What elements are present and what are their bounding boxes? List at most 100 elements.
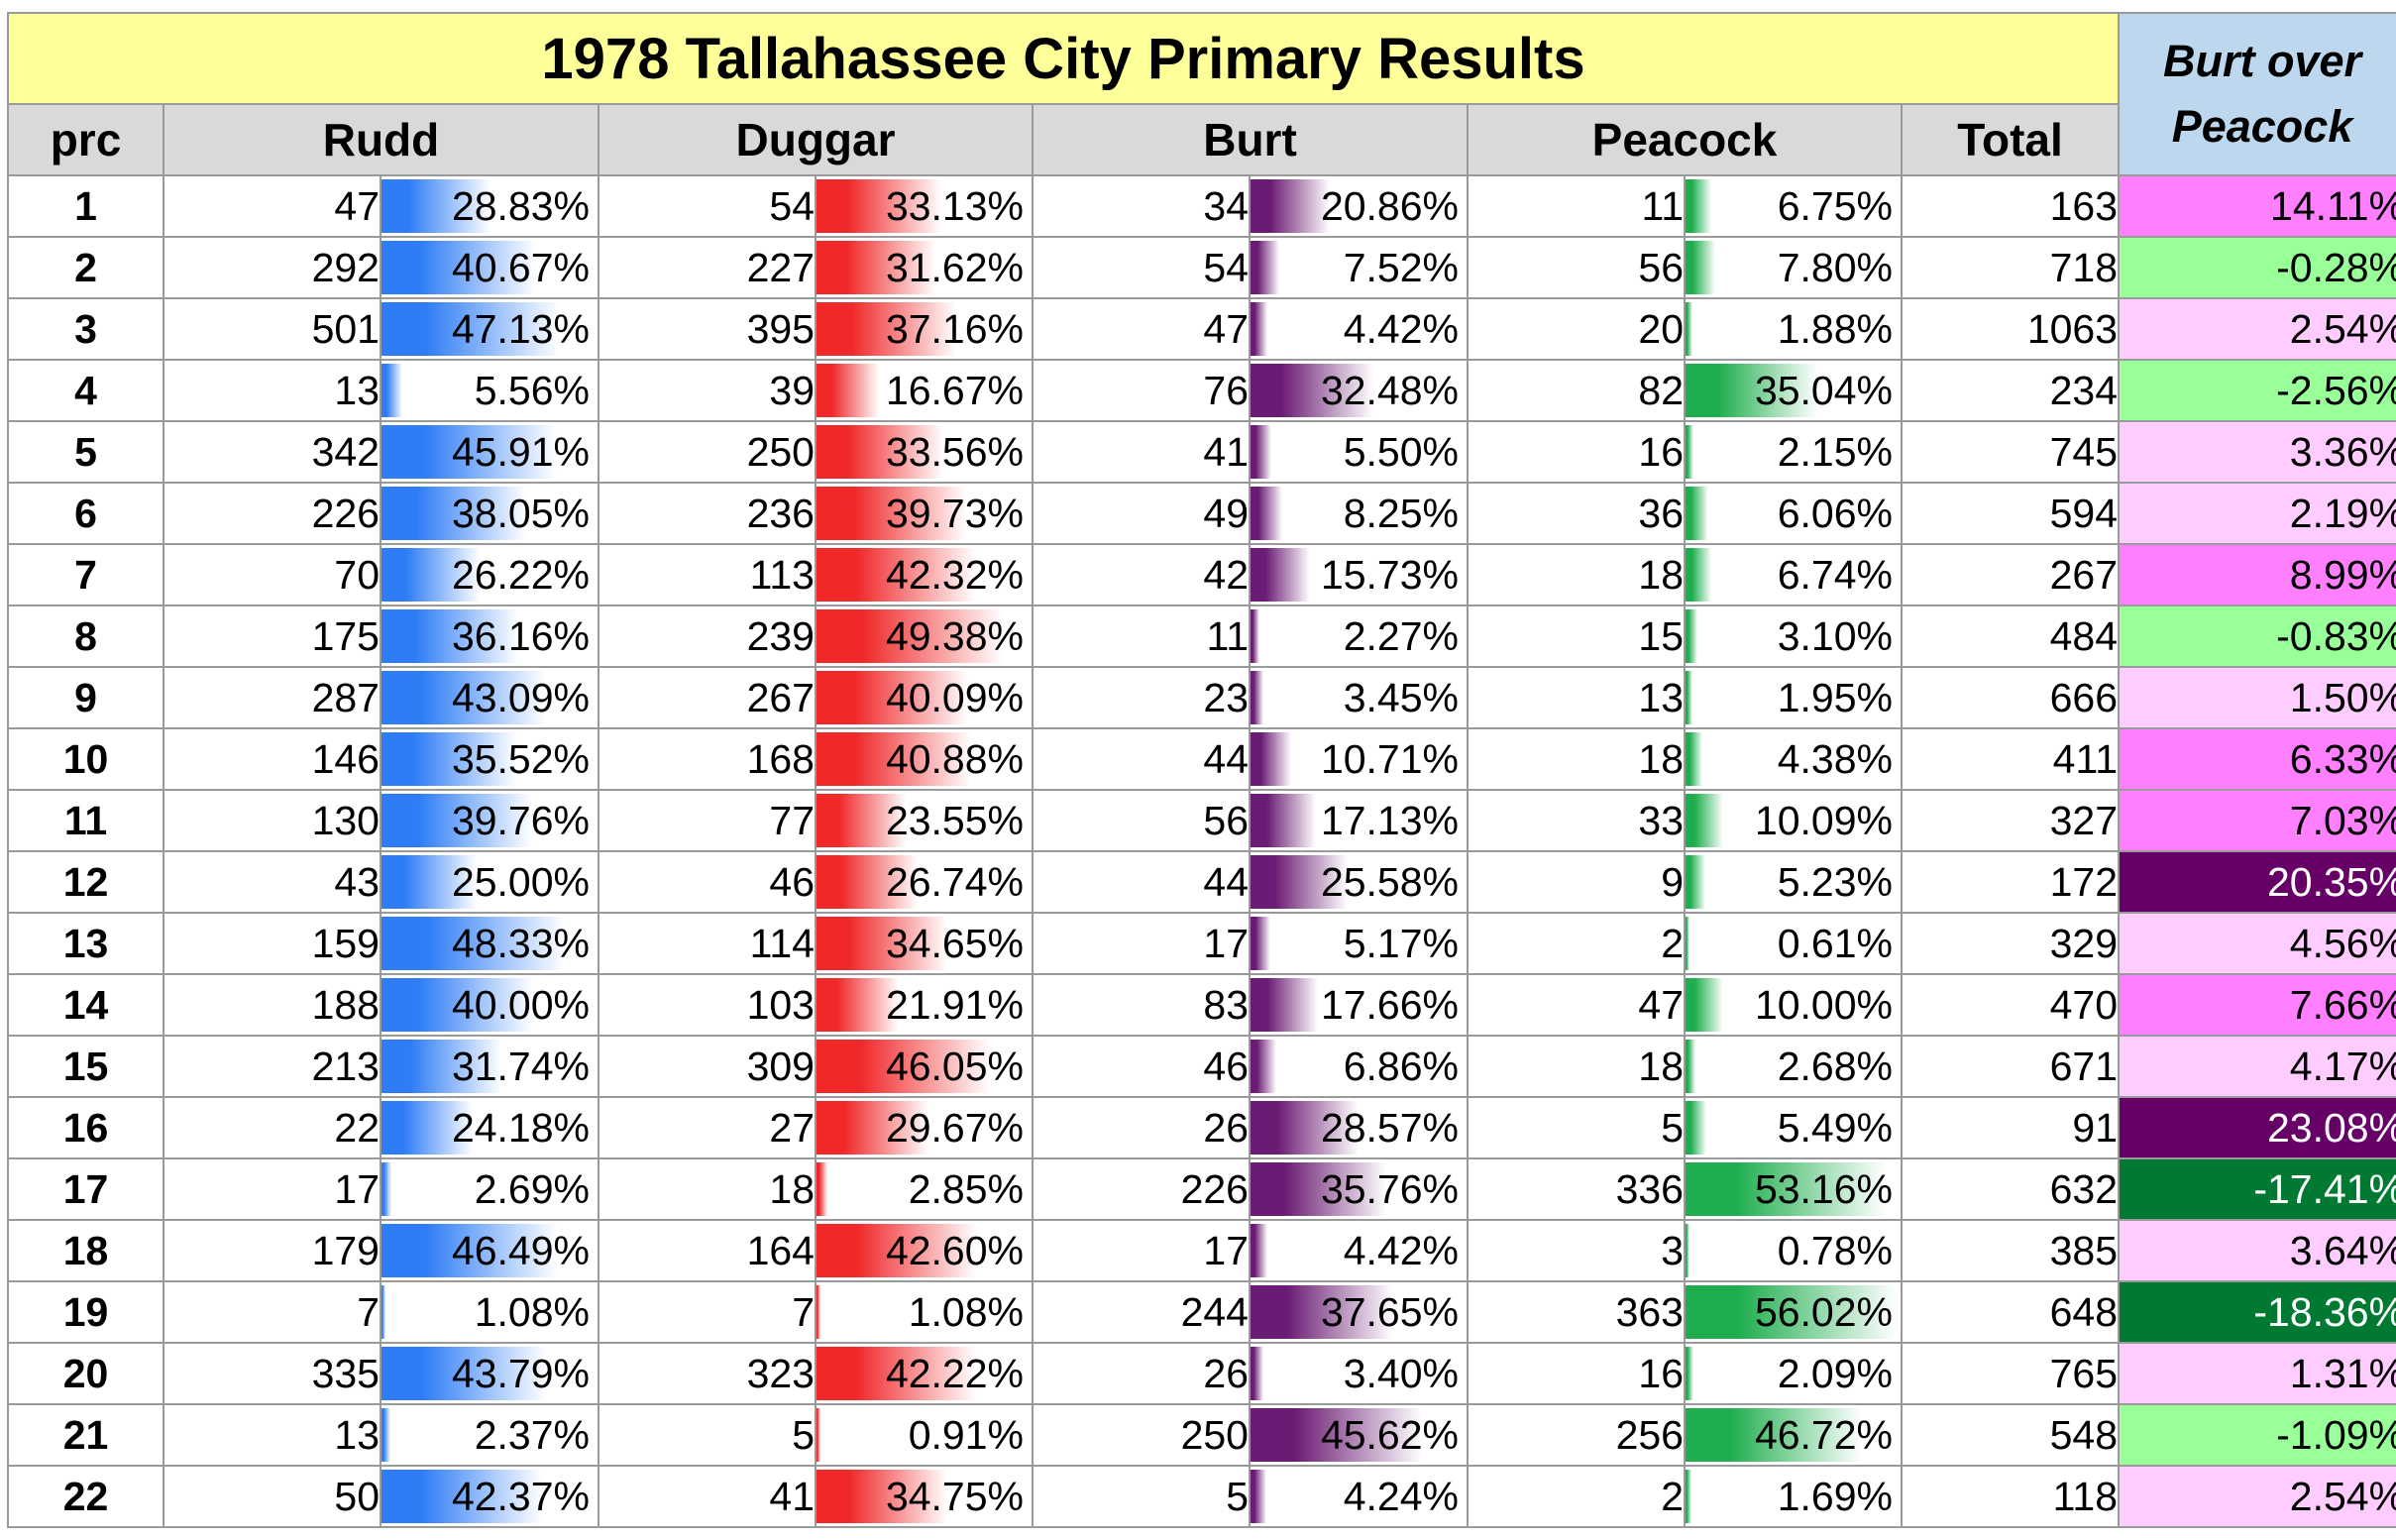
burt-percent-cell[interactable]: 28.57% [1249,1096,1469,1159]
total-votes-cell[interactable]: 172 [1900,850,2121,914]
rudd-votes-cell[interactable]: 22 [163,1096,381,1159]
duggar-percent-cell[interactable]: 33.13% [815,174,1034,238]
rudd-percent-cell[interactable]: 1.08% [380,1280,599,1344]
peacock-votes-cell[interactable]: 336 [1467,1157,1686,1221]
peacock-votes-cell[interactable]: 33 [1467,789,1686,852]
burt-votes-cell[interactable]: 83 [1032,973,1251,1037]
burt-votes-cell[interactable]: 46 [1032,1035,1251,1098]
duggar-percent-cell[interactable]: 39.73% [815,482,1034,545]
duggar-votes-cell[interactable]: 113 [598,543,817,606]
burt-over-peacock-header[interactable]: Burt over Peacock [2118,12,2396,176]
burt-over-peacock-cell[interactable]: 4.17% [2118,1035,2396,1098]
total-votes-cell[interactable]: 1063 [1900,297,2121,361]
duggar-percent-cell[interactable]: 40.09% [815,666,1034,729]
rudd-percent-cell[interactable]: 38.05% [380,482,599,545]
duggar-votes-cell[interactable]: 323 [598,1342,817,1405]
peacock-votes-cell[interactable]: 36 [1467,482,1686,545]
duggar-votes-cell[interactable]: 239 [598,605,817,668]
total-votes-cell[interactable]: 385 [1900,1219,2121,1282]
rudd-percent-cell[interactable]: 35.52% [380,727,599,791]
rudd-percent-cell[interactable]: 31.74% [380,1035,599,1098]
peacock-percent-cell[interactable]: 6.74% [1684,543,1903,606]
burt-votes-cell[interactable]: 226 [1032,1157,1251,1221]
total-votes-cell[interactable]: 267 [1900,543,2121,606]
rudd-votes-cell[interactable]: 342 [163,420,381,484]
burt-percent-cell[interactable]: 7.52% [1249,236,1469,299]
precinct-cell[interactable]: 18 [7,1219,164,1282]
burt-over-peacock-cell[interactable]: 7.66% [2118,973,2396,1037]
precinct-cell[interactable]: 14 [7,973,164,1037]
rudd-votes-cell[interactable]: 335 [163,1342,381,1405]
burt-percent-cell[interactable]: 5.50% [1249,420,1469,484]
burt-over-peacock-cell[interactable]: -18.36% [2118,1280,2396,1344]
peacock-percent-cell[interactable]: 5.23% [1684,850,1903,914]
burt-over-peacock-cell[interactable]: -0.28% [2118,236,2396,299]
peacock-votes-cell[interactable]: 2 [1467,912,1686,975]
rudd-votes-cell[interactable]: 13 [163,359,381,422]
duggar-percent-cell[interactable]: 1.08% [815,1280,1034,1344]
duggar-votes-cell[interactable]: 77 [598,789,817,852]
duggar-votes-cell[interactable]: 168 [598,727,817,791]
burt-percent-cell[interactable]: 15.73% [1249,543,1469,606]
precinct-cell[interactable]: 12 [7,850,164,914]
precinct-cell[interactable]: 15 [7,1035,164,1098]
burt-votes-cell[interactable]: 54 [1032,236,1251,299]
burt-percent-cell[interactable]: 6.86% [1249,1035,1469,1098]
burt-votes-cell[interactable]: 250 [1032,1403,1251,1467]
rudd-votes-cell[interactable]: 13 [163,1403,381,1467]
duggar-votes-cell[interactable]: 27 [598,1096,817,1159]
burt-votes-cell[interactable]: 244 [1032,1280,1251,1344]
rudd-percent-cell[interactable]: 26.22% [380,543,599,606]
peacock-votes-cell[interactable]: 363 [1467,1280,1686,1344]
duggar-votes-cell[interactable]: 41 [598,1465,817,1528]
total-votes-cell[interactable]: 411 [1900,727,2121,791]
duggar-percent-cell[interactable]: 46.05% [815,1035,1034,1098]
duggar-percent-cell[interactable]: 29.67% [815,1096,1034,1159]
precinct-cell[interactable]: 4 [7,359,164,422]
peacock-percent-cell[interactable]: 2.68% [1684,1035,1903,1098]
duggar-votes-cell[interactable]: 18 [598,1157,817,1221]
precinct-cell[interactable]: 21 [7,1403,164,1467]
precinct-cell[interactable]: 19 [7,1280,164,1344]
total-votes-cell[interactable]: 666 [1900,666,2121,729]
precinct-cell[interactable]: 1 [7,174,164,238]
header-duggar[interactable]: Duggar [598,103,1034,176]
burt-percent-cell[interactable]: 37.65% [1249,1280,1469,1344]
rudd-votes-cell[interactable]: 188 [163,973,381,1037]
burt-over-peacock-cell[interactable]: 4.56% [2118,912,2396,975]
duggar-votes-cell[interactable]: 46 [598,850,817,914]
peacock-percent-cell[interactable]: 35.04% [1684,359,1903,422]
peacock-percent-cell[interactable]: 6.06% [1684,482,1903,545]
duggar-percent-cell[interactable]: 0.91% [815,1403,1034,1467]
rudd-votes-cell[interactable]: 159 [163,912,381,975]
precinct-cell[interactable]: 6 [7,482,164,545]
total-votes-cell[interactable]: 163 [1900,174,2121,238]
duggar-percent-cell[interactable]: 23.55% [815,789,1034,852]
total-votes-cell[interactable]: 327 [1900,789,2121,852]
rudd-votes-cell[interactable]: 226 [163,482,381,545]
burt-over-peacock-cell[interactable]: -0.83% [2118,605,2396,668]
rudd-percent-cell[interactable]: 42.37% [380,1465,599,1528]
peacock-votes-cell[interactable]: 5 [1467,1096,1686,1159]
burt-over-peacock-cell[interactable]: 14.11% [2118,174,2396,238]
burt-votes-cell[interactable]: 49 [1032,482,1251,545]
burt-votes-cell[interactable]: 26 [1032,1342,1251,1405]
precinct-cell[interactable]: 7 [7,543,164,606]
duggar-percent-cell[interactable]: 2.85% [815,1157,1034,1221]
peacock-votes-cell[interactable]: 15 [1467,605,1686,668]
peacock-votes-cell[interactable]: 47 [1467,973,1686,1037]
rudd-votes-cell[interactable]: 287 [163,666,381,729]
precinct-cell[interactable]: 3 [7,297,164,361]
rudd-votes-cell[interactable]: 146 [163,727,381,791]
peacock-percent-cell[interactable]: 56.02% [1684,1280,1903,1344]
burt-votes-cell[interactable]: 44 [1032,727,1251,791]
peacock-percent-cell[interactable]: 4.38% [1684,727,1903,791]
peacock-percent-cell[interactable]: 53.16% [1684,1157,1903,1221]
peacock-votes-cell[interactable]: 16 [1467,1342,1686,1405]
peacock-votes-cell[interactable]: 13 [1467,666,1686,729]
duggar-votes-cell[interactable]: 54 [598,174,817,238]
rudd-percent-cell[interactable]: 24.18% [380,1096,599,1159]
rudd-votes-cell[interactable]: 130 [163,789,381,852]
total-votes-cell[interactable]: 470 [1900,973,2121,1037]
duggar-votes-cell[interactable]: 267 [598,666,817,729]
